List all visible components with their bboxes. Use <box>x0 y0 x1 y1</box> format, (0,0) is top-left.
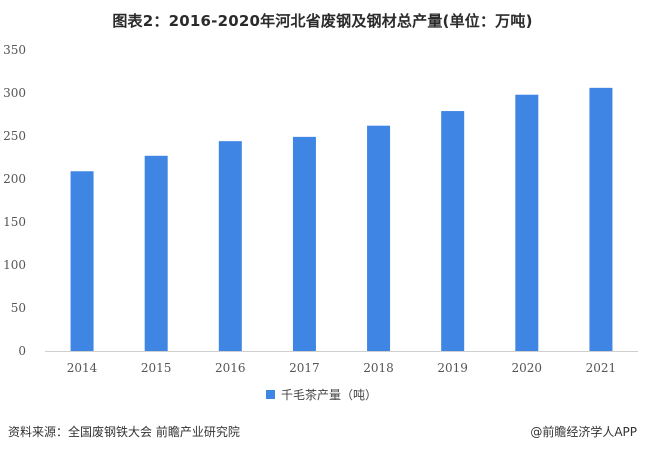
x-tick-label: 2019 <box>437 361 468 375</box>
chart-title: 图表2：2016-2020年河北省废钢及钢材总产量(单位：万吨) <box>112 12 533 30</box>
bar <box>292 136 316 351</box>
x-tick-label: 2018 <box>363 361 394 375</box>
x-tick-label: 2015 <box>141 361 172 375</box>
bar <box>144 155 168 351</box>
bar <box>70 171 94 351</box>
bar <box>515 94 539 351</box>
x-tick-label: 2020 <box>512 361 543 375</box>
legend-label: 千毛茶产量（吨） <box>281 387 377 402</box>
y-axis: 0 50 100 150 200 250 300 350 <box>3 43 26 358</box>
y-tick-label: 250 <box>3 129 26 143</box>
y-tick-label: 200 <box>3 172 26 186</box>
bar <box>441 111 465 351</box>
y-tick-label: 300 <box>3 86 26 100</box>
bar <box>589 87 613 351</box>
bar-series <box>70 87 613 352</box>
bar <box>367 125 391 352</box>
x-tick-label: 2016 <box>215 361 246 375</box>
bar <box>218 141 242 351</box>
footer: 资料来源：全国废钢铁大会 前瞻产业研究院 @前瞻经济学人APP <box>0 421 645 443</box>
x-axis: 2014 2015 2016 2017 2018 2019 2020 2021 <box>45 351 638 375</box>
y-tick-label: 150 <box>3 215 26 229</box>
y-tick-label: 100 <box>3 258 26 272</box>
x-tick-label: 2017 <box>289 361 320 375</box>
legend: 千毛茶产量（吨） <box>266 387 377 402</box>
brand-credit: @前瞻经济学人APP <box>530 425 637 439</box>
x-tick-label: 2021 <box>586 361 617 375</box>
source-note: 资料来源：全国废钢铁大会 前瞻产业研究院 <box>8 425 240 439</box>
legend-swatch <box>266 390 275 399</box>
x-tick-label: 2014 <box>67 361 98 375</box>
y-tick-label: 50 <box>11 301 26 315</box>
y-tick-label: 0 <box>18 344 26 358</box>
y-tick-label: 350 <box>3 43 26 57</box>
